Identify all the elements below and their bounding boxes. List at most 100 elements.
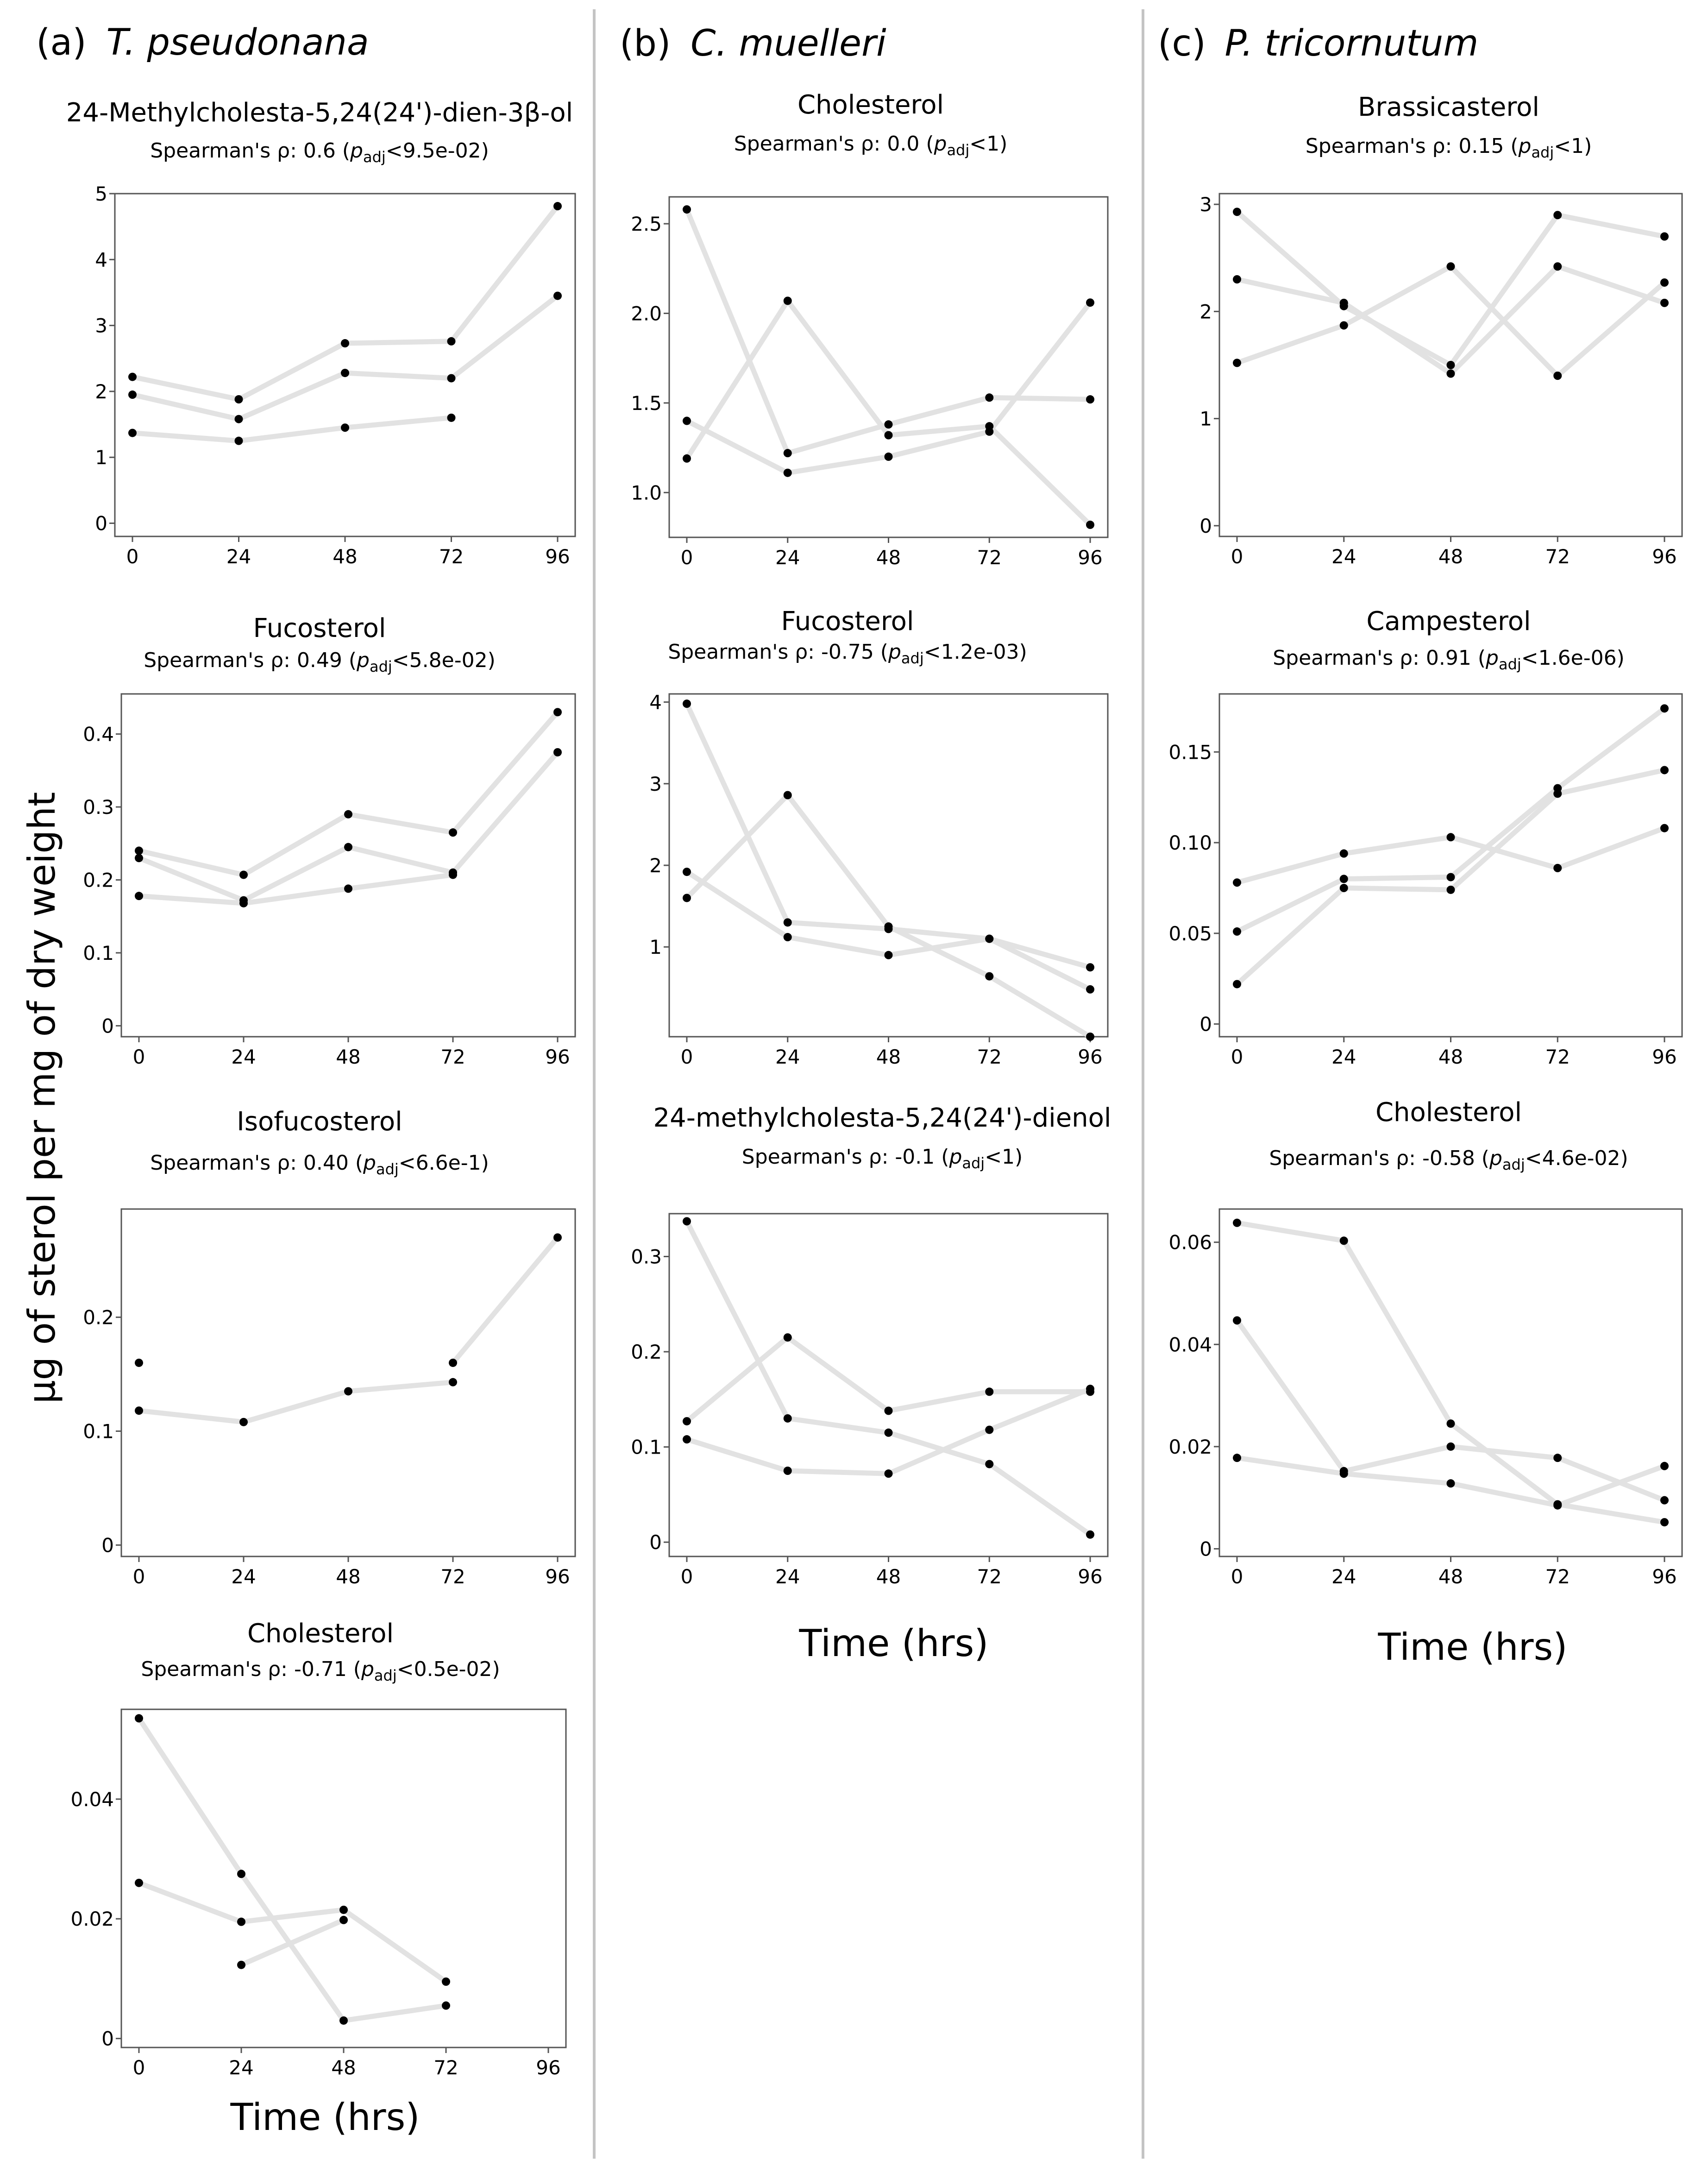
data-point-rep2 — [1339, 875, 1348, 883]
column-letter-b: (b) — [620, 23, 671, 64]
data-point-rep2 — [1339, 298, 1348, 307]
panel-title: Fucosterol — [781, 606, 914, 636]
x-tick-label: 0 — [681, 1565, 693, 1588]
x-tick-label: 0 — [133, 1046, 145, 1068]
data-point-rep2 — [1660, 1496, 1669, 1505]
panel-title: Isofucosterol — [237, 1107, 402, 1137]
x-tick-label: 24 — [231, 1565, 256, 1588]
chart-panels: 24-Methylcholesta-5,24(24')-dien-3β-ol Sp… — [66, 90, 1683, 2079]
panel-title: Cholesterol — [247, 1619, 394, 1649]
series-line-rep2 — [136, 1880, 449, 1984]
stat-prefix: Spearman's ρ: 0.40 ( — [150, 1151, 363, 1175]
plot-frame — [668, 1213, 1109, 1557]
data-point-rep1 — [449, 828, 457, 837]
y-tick-label: 0.1 — [631, 1436, 662, 1459]
x-tick-label: 72 — [440, 1046, 465, 1068]
data-point-rep2 — [1660, 298, 1669, 307]
spearman-stat: Spearman's ρ: 0.91 (padj<1.6e-06) — [1273, 646, 1625, 673]
p-symbol: p — [1489, 1146, 1502, 1170]
p-value: <1) — [1554, 134, 1592, 158]
stat-prefix: Spearman's ρ: -0.75 ( — [668, 640, 888, 664]
x-tick-label: 0 — [1231, 1565, 1243, 1588]
data-point-rep3 — [1553, 789, 1562, 798]
series-line-rep2 — [136, 1380, 456, 1425]
column-letter-c: (c) — [1158, 23, 1206, 64]
data-point-rep2 — [1660, 704, 1669, 713]
data-point-rep1 — [884, 1428, 893, 1437]
data-point-rep2 — [683, 416, 691, 425]
y-tick-label: 0.04 — [1168, 1333, 1212, 1356]
data-point-rep3 — [237, 1960, 245, 1969]
y-tick-label: 1 — [649, 936, 662, 958]
x-tick-label: 96 — [1078, 546, 1102, 569]
data-point-rep1 — [1339, 1236, 1348, 1245]
chart-panel-a3: Isofucosterol Spearman's ρ: 0.40 (padj<6.… — [83, 1107, 576, 1588]
x-tick-label: 24 — [229, 2056, 253, 2079]
y-tick-label: 0.02 — [70, 1908, 114, 1930]
data-point-rep3 — [683, 454, 691, 463]
data-point-rep1 — [135, 1358, 143, 1367]
chart-panel-c2: Campesterol Spearman's ρ: 0.91 (padj<1.6e… — [1168, 606, 1683, 1068]
y-tick-label: 0 — [649, 1531, 662, 1554]
data-point-rep1 — [553, 708, 562, 717]
series-line-rep2 — [130, 293, 560, 422]
x-tick-label: 96 — [1652, 1046, 1677, 1068]
data-point-rep1 — [1553, 863, 1562, 872]
data-point-rep2 — [339, 1905, 348, 1914]
series-line-rep2 — [136, 750, 560, 903]
spearman-stat: Spearman's ρ: -0.58 (padj<4.6e-02) — [1269, 1146, 1628, 1173]
stat-prefix: Spearman's ρ: 0.6 ( — [150, 139, 350, 163]
data-point-rep1 — [1086, 395, 1094, 404]
x-tick-label: 24 — [1331, 1046, 1356, 1068]
y-tick-label: 0.02 — [1168, 1436, 1212, 1458]
data-point-rep1 — [1660, 232, 1669, 241]
series-line-rep3 — [136, 872, 456, 906]
p-subscript: adj — [1499, 655, 1521, 673]
y-tick-label: 0 — [101, 1534, 114, 1556]
data-point-rep2 — [683, 1417, 691, 1426]
x-tick-label: 72 — [977, 1565, 1002, 1588]
x-tick-label: 96 — [545, 1565, 570, 1588]
p-subscript: adj — [901, 649, 924, 667]
spearman-stat: Spearman's ρ: -0.71 (padj<0.5e-02) — [141, 1657, 500, 1684]
y-tick-label: 0.3 — [83, 796, 114, 819]
y-tick-label: 2.0 — [631, 302, 662, 325]
p-value: <1.2e-03) — [924, 640, 1027, 664]
column-letter-a: (a) — [36, 22, 87, 63]
p-subscript: adj — [370, 658, 392, 675]
plot-frame — [120, 1708, 567, 2048]
data-point-rep1 — [1660, 824, 1669, 832]
spearman-stat: Spearman's ρ: -0.1 (padj<1) — [742, 1145, 1023, 1172]
p-value: <4.6e-02) — [1525, 1146, 1628, 1170]
y-tick-label: 5 — [95, 183, 107, 205]
data-point-rep2 — [1446, 873, 1455, 882]
x-tick-label: 0 — [681, 1046, 693, 1068]
x-tick-label: 24 — [1331, 545, 1356, 568]
data-point-rep3 — [1339, 883, 1348, 892]
y-tick-label: 1.5 — [631, 392, 662, 415]
p-subscript: adj — [1531, 144, 1554, 161]
y-tick-label: 0 — [1199, 1537, 1212, 1560]
x-tick-label: 48 — [876, 546, 901, 569]
x-tick-label: 96 — [545, 545, 570, 568]
plot-frame — [114, 193, 576, 537]
p-value: <9.5e-02) — [386, 139, 489, 163]
y-tick-label: 0.4 — [83, 723, 114, 746]
x-tick-label: 72 — [1545, 1565, 1570, 1588]
panel-title: 24-Methylcholesta-5,24(24')-dien-3β-ol — [66, 98, 573, 128]
data-point-rep3 — [884, 1469, 893, 1478]
stat-prefix: Spearman's ρ: 0.15 ( — [1306, 134, 1519, 158]
chart-panel-c3: Cholesterol Spearman's ρ: -0.58 (padj<4.6… — [1168, 1097, 1683, 1588]
data-point-rep3 — [1086, 520, 1094, 529]
data-point-rep1 — [884, 420, 893, 429]
y-tick-label: 0.3 — [631, 1246, 662, 1268]
data-point-rep2 — [128, 391, 137, 399]
p-value: <1) — [969, 132, 1007, 156]
stat-prefix: Spearman's ρ: 0.0 ( — [734, 132, 934, 156]
chart-panel-c1: Brassicasterol Spearman's ρ: 0.15 (padj<1… — [1199, 92, 1683, 568]
x-tick-label: 96 — [536, 2056, 560, 2079]
data-point-rep2 — [1233, 927, 1241, 936]
data-point-rep3 — [128, 428, 137, 437]
x-tick-label: 48 — [1438, 1046, 1463, 1068]
